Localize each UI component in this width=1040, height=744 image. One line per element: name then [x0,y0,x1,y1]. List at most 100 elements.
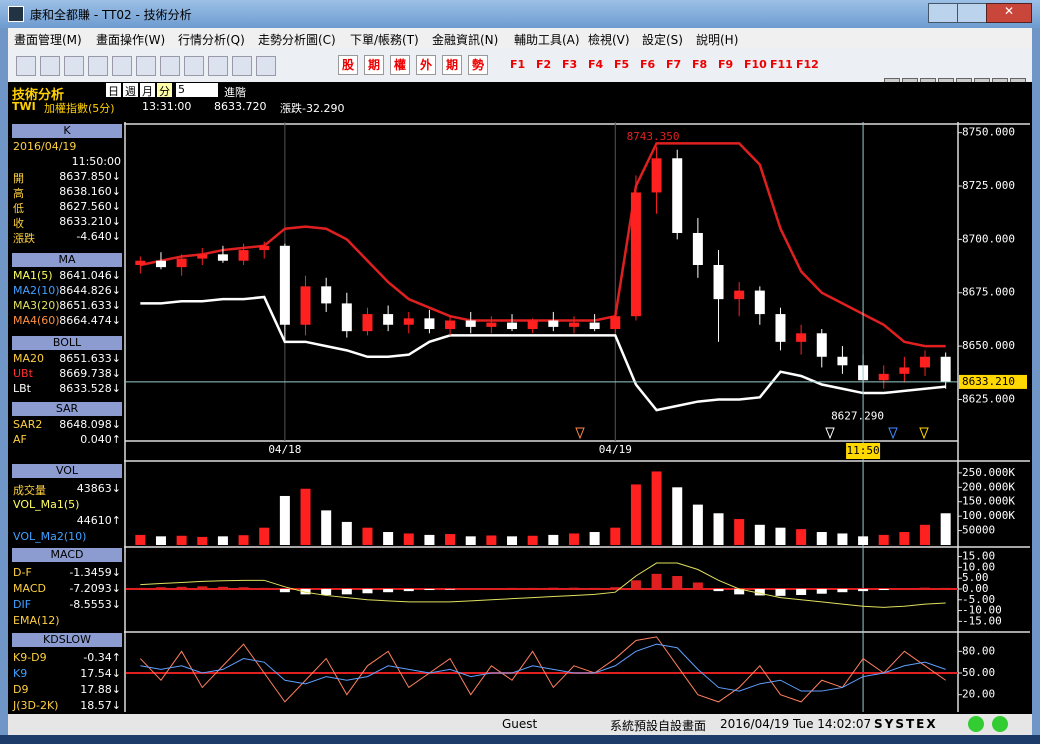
y-tick-label: 80.00 [962,644,995,657]
period-button[interactable]: 月 [140,83,155,98]
tool-icon[interactable] [40,56,60,76]
y-tick-label: 150.000K [962,495,1015,508]
candle-body [734,290,745,300]
low-label: 8627.290 [831,410,884,423]
signal-marker [888,427,898,440]
macd-bar [899,588,910,589]
market-button[interactable]: 勢 [468,55,488,75]
quote-price: 8633.720 [214,100,267,113]
candle-body [527,320,538,330]
candle-body [424,318,435,330]
status-bar: Guest 系統預設自設畫面 2016/04/19 Tue 14:02:07 SYST… [8,714,1032,735]
close-button[interactable]: ✕ [986,3,1032,23]
candle-body [155,260,166,268]
function-key[interactable]: F12 [796,58,819,71]
volume-bar [197,536,208,545]
row-label: 2016/04/19 [13,140,77,153]
tool-icon[interactable] [208,56,228,76]
menu-item[interactable]: 設定(S) [642,33,683,47]
tool-icon[interactable] [16,56,36,76]
tool-icon[interactable] [64,56,84,76]
candle-body [899,367,910,374]
candle-body [465,320,476,327]
menu-item[interactable]: 金融資訊(N) [432,33,499,47]
menu-item[interactable]: 檢視(V) [588,33,630,47]
volume-bar [155,536,166,545]
macd-bar [651,573,662,589]
function-key[interactable]: F11 [770,58,793,71]
market-button[interactable]: 期 [364,55,384,75]
y-tick-label: 8725.000 [962,179,1015,192]
row-value: -8.5553↓ [69,598,121,611]
market-button[interactable]: 外 [416,55,436,75]
y-tick-label: -15.00 [962,614,1002,627]
menu-item[interactable]: 走勢分析圖(C) [258,33,336,47]
function-key[interactable]: F10 [744,58,767,71]
row-label: 收 [13,217,24,230]
candle-body [445,320,456,330]
volume-bar [630,484,641,545]
market-button[interactable]: 股 [338,55,358,75]
volume-bar [568,533,579,545]
menu-item[interactable]: 畫面管理(M) [14,33,82,47]
row-label: EMA(12) [13,614,60,627]
menu-item[interactable]: 說明(H) [696,33,739,47]
tool-icon[interactable] [232,56,252,76]
period-button[interactable]: 分 [157,83,172,98]
function-key[interactable]: F8 [692,58,708,71]
tool-icon[interactable] [136,56,156,76]
tool-icon[interactable] [256,56,276,76]
macd-bar [920,587,931,589]
menu-item[interactable]: 下單/帳務(T) [350,33,419,47]
row-value: 8648.098↓ [59,418,121,431]
count-select[interactable]: 5 [176,83,218,97]
market-button[interactable]: 期 [442,55,462,75]
candle-body [837,356,848,366]
function-key[interactable]: F1 [510,58,526,71]
function-key[interactable]: F7 [666,58,682,71]
row-value: 44610↑ [76,514,121,527]
advanced-button[interactable]: 進階 [224,86,246,99]
market-button[interactable]: 權 [390,55,410,75]
volume-bar [362,527,373,545]
volume-bar [135,534,146,545]
function-key[interactable]: F9 [718,58,734,71]
macd-bar [424,588,435,591]
candle-body [630,192,641,317]
band-line [140,295,946,412]
function-key[interactable]: F4 [588,58,604,71]
period-button[interactable]: 週 [123,83,138,98]
menu-item[interactable]: 輔助工具(A) [514,33,580,47]
function-key[interactable]: F6 [640,58,656,71]
row-value: 8633.210↓ [59,215,121,228]
y-tick-label: 8625.000 [962,392,1015,405]
tool-icon[interactable] [112,56,132,76]
section-header: MACD [12,548,122,562]
row-value: 8669.738↓ [59,367,121,380]
tool-icon[interactable] [184,56,204,76]
macd-bar [837,588,848,593]
macd-bar [858,588,869,592]
row-label: LBt [13,382,31,395]
menu-bar: 畫面管理(M) 畫面操作(W) 行情分析(Q) 走勢分析圖(C) 下單/帳務(T) 金融資… [8,28,1032,48]
tool-icon[interactable] [88,56,108,76]
volume-bar [321,510,332,545]
row-value: 43863↓ [76,482,121,495]
candle-body [796,333,807,342]
row-value: -0.34↑ [83,651,121,664]
function-key[interactable]: F5 [614,58,630,71]
function-key[interactable]: F2 [536,58,552,71]
y-tick-label: 8650.000 [962,339,1015,352]
kd-line [139,636,946,703]
function-key[interactable]: F3 [562,58,578,71]
row-label: MACD [13,582,46,595]
row-value: 8651.633↓ [59,352,121,365]
menu-item[interactable]: 畫面操作(W) [96,33,166,47]
row-label: D-F [13,566,32,579]
period-button[interactable]: 日 [106,83,121,98]
menu-item[interactable]: 行情分析(Q) [178,33,245,47]
tool-icon[interactable] [160,56,180,76]
volume-bar [279,495,290,545]
status-item: Guest [502,717,538,731]
row-label: 高 [13,187,24,200]
